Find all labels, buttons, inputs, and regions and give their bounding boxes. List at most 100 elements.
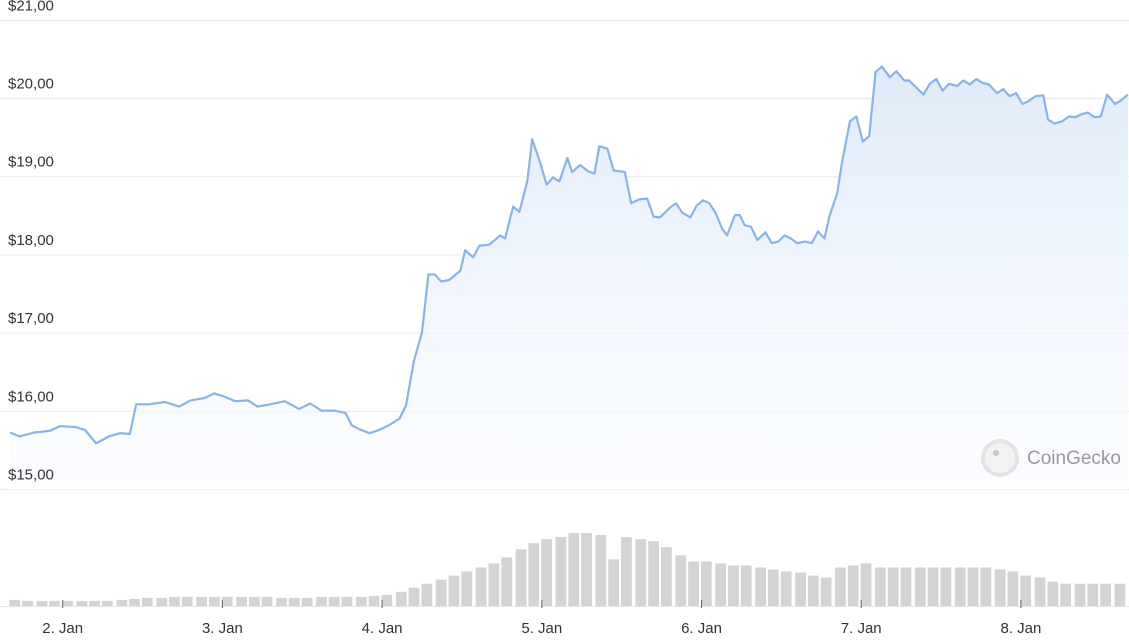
volume-bar [767,569,779,606]
volume-bar [528,543,540,606]
volume-bar [967,567,979,606]
volume-bar [36,600,48,606]
volume-bar [715,563,727,606]
volume-bar [1087,583,1099,606]
volume-bar [196,596,208,606]
volume-bar [22,600,33,606]
y-tick-label: $17,00 [8,310,54,327]
volume-bar [1034,577,1046,606]
x-tick-label: 2. Jan [42,620,83,637]
volume-bar [221,596,233,606]
x-tick-label: 5. Jan [521,620,562,637]
volume-bar [129,598,140,606]
volume-bar [276,597,287,606]
y-tick-label: $21,00 [8,0,54,14]
volume-bar [820,577,832,606]
volume-bar [475,567,487,606]
volume-bar [648,541,659,606]
volume-bar [461,571,473,606]
y-tick-label: $20,00 [8,76,54,93]
volume-bar [1074,583,1086,606]
plot-layer [9,65,1129,606]
volume-bar [635,539,647,606]
volume-bar [675,555,687,606]
y-tick-label: $19,00 [8,154,54,171]
volume-bar [421,583,433,606]
x-tick-label: 8. Jan [1000,620,1041,637]
volume-bar [847,565,859,606]
volume-bar [887,567,899,606]
volume-bar [62,600,73,606]
volume-bar [568,533,580,606]
volume-bar [288,597,300,606]
volume-bar [581,533,592,606]
x-tick-label: 3. Jan [202,620,243,637]
volume-bar [1007,571,1019,606]
volume-bar [1047,581,1059,606]
volume-bar [795,572,806,606]
volume-bar [49,600,61,606]
volume-bar [555,537,567,606]
volume-bar [448,575,460,606]
watermark-logo-eye [993,450,999,456]
volume-bar [395,591,407,606]
volume-bar [236,596,247,606]
volume-bar [660,547,672,606]
volume-bar [740,565,752,606]
volume-bar [994,569,1006,606]
x-tick-label: 4. Jan [362,620,403,637]
volume-bar [89,600,101,606]
volume-bar [860,563,872,606]
volume-bar [116,599,128,606]
volume-bar [501,557,513,606]
volume-bar [780,571,792,606]
volume-bar [435,579,447,606]
volume-bar [954,567,966,606]
volume-bar [595,535,607,606]
y-tick-label: $18,00 [8,232,54,249]
volume-bar [874,567,886,606]
volume-bar [541,539,552,606]
volume-bar [156,597,168,606]
watermark-logo-inner [985,443,1015,473]
volume-bar [9,599,21,606]
x-tick-label: 6. Jan [681,620,722,637]
volume-bar [181,596,193,606]
volume-bar [515,549,527,606]
volume-bar [301,597,313,606]
volume-bar [700,561,712,606]
volume-bar [835,567,846,606]
volume-bar [1060,583,1072,606]
y-tick-label: $16,00 [8,388,54,405]
volume-bar [621,537,632,606]
volume-bar [488,563,500,606]
volume-bar [141,597,153,606]
volume-bar [341,596,353,606]
volume-bar [209,596,220,606]
volume-bar [755,567,766,606]
volume-bar [328,596,340,606]
watermark: CoinGecko [981,439,1121,477]
volume-bar [940,567,952,606]
volume-bar [316,596,327,606]
x-tick-label: 7. Jan [841,620,882,637]
watermark-text: CoinGecko [1027,448,1121,469]
volume-bar [608,559,620,606]
volume-bar [1020,575,1032,606]
price-line [9,65,1129,445]
price-area [10,66,1128,496]
volume-bar [169,596,180,606]
volume-bar [102,600,113,606]
volume-bar [914,567,926,606]
volume-bar [980,567,992,606]
volume-bar [1100,583,1111,606]
volume-bar [927,567,939,606]
volume-bar [688,561,699,606]
volume-bar [368,595,380,606]
volume-bar [900,567,912,606]
volume-bar [355,596,367,606]
volume-bar [381,594,393,606]
